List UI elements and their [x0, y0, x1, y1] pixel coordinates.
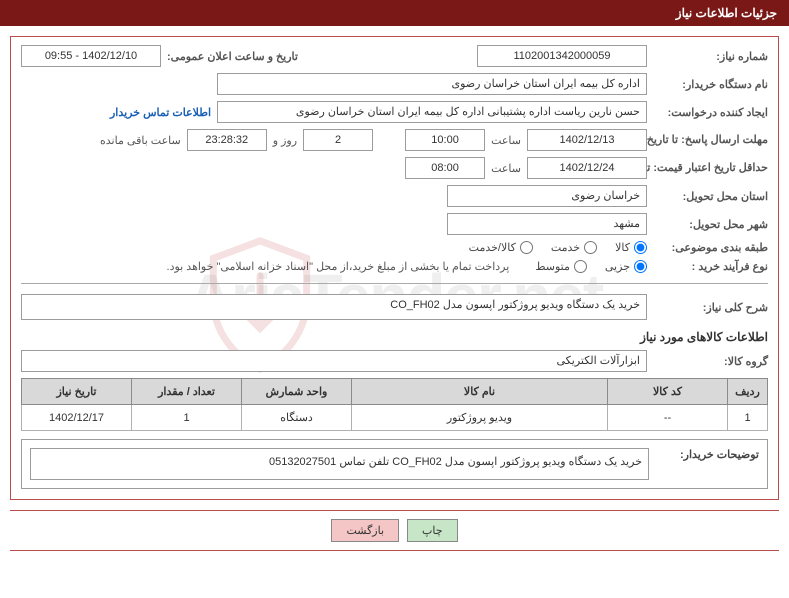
validity-label: حداقل تاریخ اعتبار قیمت: تا تاریخ:: [653, 162, 768, 174]
proc-partial-label: جزیی: [605, 260, 630, 273]
proc-partial-item[interactable]: جزیی: [605, 260, 647, 273]
td-qty: 1: [132, 405, 242, 431]
goods-group-label: گروه کالا:: [653, 355, 768, 368]
th-row: ردیف: [728, 379, 768, 405]
goods-table: ردیف کد کالا نام کالا واحد شمارش تعداد /…: [21, 378, 768, 431]
contact-link[interactable]: اطلاعات تماس خریدار: [110, 106, 211, 119]
general-desc-field: خرید یک دستگاه ویدیو پروژکتور اپسون مدل …: [21, 294, 647, 320]
cat-goods-item[interactable]: کالا: [615, 241, 647, 254]
general-desc-label: شرح کلی نیاز:: [653, 301, 768, 314]
table-row: 1 -- ویدیو پروژکتور دستگاه 1 1402/12/17: [22, 405, 768, 431]
time-label-1: ساعت: [491, 134, 521, 147]
table-header-row: ردیف کد کالا نام کالا واحد شمارش تعداد /…: [22, 379, 768, 405]
time-remaining: 23:28:32: [187, 129, 267, 151]
cat-service-item[interactable]: خدمت: [551, 241, 597, 254]
cat-service-radio[interactable]: [584, 241, 597, 254]
print-button[interactable]: چاپ: [407, 519, 458, 542]
need-no-field: 1102001342000059: [477, 45, 647, 67]
cat-both-item[interactable]: کالا/خدمت: [469, 241, 533, 254]
th-code: کد کالا: [608, 379, 728, 405]
announce-field: 1402/12/10 - 09:55: [21, 45, 161, 67]
cat-goods-radio[interactable]: [634, 241, 647, 254]
th-unit: واحد شمارش: [242, 379, 352, 405]
buyer-notes-box: توضیحات خریدار: خرید یک دستگاه ویدیو پرو…: [21, 439, 768, 489]
deadline-send-date: 1402/12/13: [527, 129, 647, 151]
footer-bar: چاپ بازگشت: [10, 510, 779, 551]
deadline-send-time: 10:00: [405, 129, 485, 151]
delivery-city-label: شهر محل تحویل:: [653, 218, 768, 231]
cat-service-label: خدمت: [551, 241, 580, 254]
delivery-city-field: مشهد: [447, 213, 647, 235]
buyer-org-label: نام دستگاه خریدار:: [653, 78, 768, 91]
goods-group-field: ابزارآلات الکتریکی: [21, 350, 647, 372]
buyer-org-field: اداره کل بیمه ایران استان خراسان رضوی: [217, 73, 647, 95]
requester-field: حسن نارین ریاست اداره پشتیبانی اداره کل …: [217, 101, 647, 123]
requester-label: ایجاد کننده درخواست:: [653, 106, 768, 119]
days-and-label: روز و: [273, 134, 297, 147]
td-unit: دستگاه: [242, 405, 352, 431]
process-radios: جزیی متوسط: [535, 260, 647, 273]
goods-section-title: اطلاعات کالاهای مورد نیاز: [21, 330, 768, 344]
proc-medium-radio[interactable]: [574, 260, 587, 273]
need-no-label: شماره نیاز:: [653, 50, 768, 63]
buyer-notes-label: توضیحات خریدار:: [659, 448, 759, 480]
payment-note: پرداخت تمام یا بخشی از مبلغ خرید،از محل …: [167, 260, 510, 273]
process-label: نوع فرآیند خرید :: [653, 260, 768, 273]
delivery-prov-field: خراسان رضوی: [447, 185, 647, 207]
cat-goods-label: کالا: [615, 241, 630, 254]
details-frame: شماره نیاز: 1102001342000059 تاریخ و ساع…: [10, 36, 779, 500]
deadline-send-label: مهلت ارسال پاسخ: تا تاریخ:: [653, 134, 768, 146]
td-name: ویدیو پروژکتور: [352, 405, 608, 431]
cat-both-radio[interactable]: [520, 241, 533, 254]
validity-date: 1402/12/24: [527, 157, 647, 179]
proc-partial-radio[interactable]: [634, 260, 647, 273]
category-radios: کالا خدمت کالا/خدمت: [469, 241, 647, 254]
remaining-label: ساعت باقی مانده: [100, 134, 181, 147]
th-qty: تعداد / مقدار: [132, 379, 242, 405]
td-code: --: [608, 405, 728, 431]
proc-medium-label: متوسط: [535, 260, 570, 273]
divider-1: [21, 283, 768, 284]
proc-medium-item[interactable]: متوسط: [535, 260, 587, 273]
header-title: جزئیات اطلاعات نیاز: [676, 6, 777, 20]
time-label-2: ساعت: [491, 162, 521, 175]
th-need-date: تاریخ نیاز: [22, 379, 132, 405]
buyer-notes-content: خرید یک دستگاه ویدیو پروژکتور اپسون مدل …: [30, 448, 649, 480]
announce-label: تاریخ و ساعت اعلان عمومی:: [167, 50, 298, 63]
page: AriaTender.net جزئیات اطلاعات نیاز شماره…: [0, 0, 789, 551]
delivery-prov-label: استان محل تحویل:: [653, 190, 768, 203]
validity-time: 08:00: [405, 157, 485, 179]
td-need-date: 1402/12/17: [22, 405, 132, 431]
th-name: نام کالا: [352, 379, 608, 405]
cat-both-label: کالا/خدمت: [469, 241, 516, 254]
back-button[interactable]: بازگشت: [331, 519, 399, 542]
category-label: طبقه بندی موضوعی:: [653, 241, 768, 254]
days-remaining: 2: [303, 129, 373, 151]
td-row: 1: [728, 405, 768, 431]
header-bar: جزئیات اطلاعات نیاز: [0, 0, 789, 26]
